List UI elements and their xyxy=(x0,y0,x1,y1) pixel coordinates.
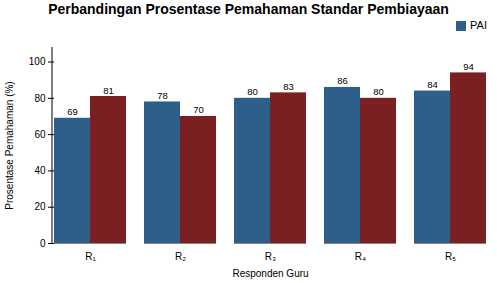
svg-text:80: 80 xyxy=(373,86,384,97)
svg-text:R₃: R₃ xyxy=(265,251,276,262)
svg-text:40: 40 xyxy=(34,165,46,176)
svg-text:100: 100 xyxy=(29,56,46,67)
svg-text:R₁: R₁ xyxy=(85,251,96,262)
svg-text:84: 84 xyxy=(427,79,438,90)
svg-text:78: 78 xyxy=(157,90,168,101)
svg-text:80: 80 xyxy=(34,93,46,104)
html-text:Perbandingan Prosentase Pemaha: Perbandingan Prosentase Pemahaman Standa… xyxy=(48,1,449,17)
svg-text:0: 0 xyxy=(40,238,46,249)
svg-text:60: 60 xyxy=(34,129,46,140)
svg-text:83: 83 xyxy=(283,81,294,92)
svg-text:80: 80 xyxy=(247,86,258,97)
svg-text:Prosentase Pemahaman (%): Prosentase Pemahaman (%) xyxy=(4,81,15,209)
svg-text:86: 86 xyxy=(337,75,348,86)
svg-text:69: 69 xyxy=(67,106,78,117)
svg-text:94: 94 xyxy=(463,61,474,72)
svg-text:R₄: R₄ xyxy=(355,251,366,262)
svg-text:Responden Guru: Responden Guru xyxy=(232,268,308,279)
svg-text:70: 70 xyxy=(193,104,204,115)
svg-text:R₂: R₂ xyxy=(175,251,186,262)
svg-text:81: 81 xyxy=(103,85,114,96)
html-text:PAI: PAI xyxy=(470,19,487,31)
svg-text:20: 20 xyxy=(34,201,46,212)
svg-text:R₅: R₅ xyxy=(445,251,456,262)
